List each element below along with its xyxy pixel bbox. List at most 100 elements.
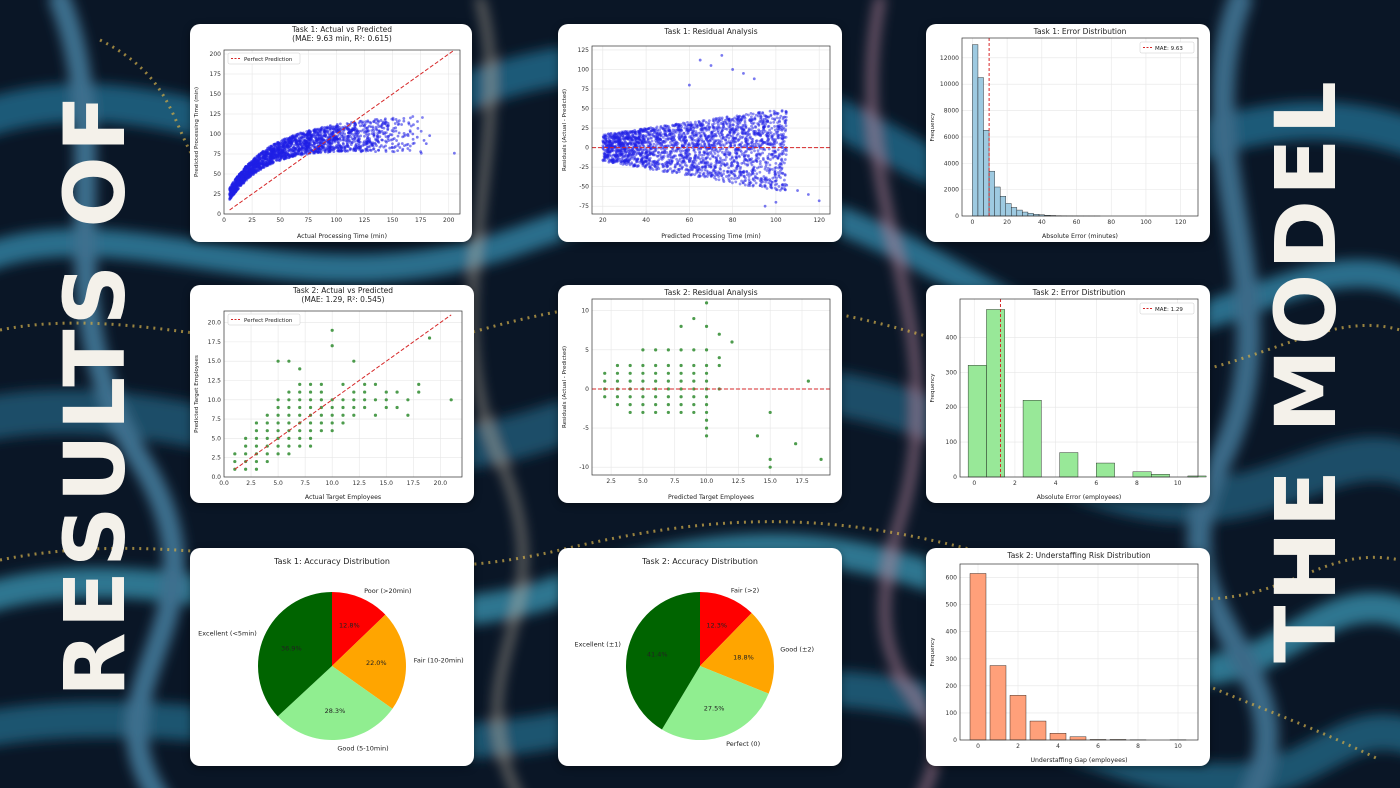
scatter-point <box>603 371 607 375</box>
x-tick-label: 75 <box>304 217 312 224</box>
scatter-point <box>341 138 345 142</box>
scatter-point <box>357 121 361 125</box>
scatter-point <box>392 137 396 140</box>
scatter-point <box>708 157 712 161</box>
scatter-point <box>733 174 737 178</box>
x-axis-label: Actual Target Employees <box>305 494 381 501</box>
scatter-point <box>734 140 738 144</box>
scatter-point <box>761 118 764 122</box>
x-axis-label: Absolute Error (minutes) <box>1042 233 1118 240</box>
scatter-point <box>300 137 304 141</box>
scatter-point <box>377 129 381 133</box>
scatter-point <box>761 111 765 115</box>
scatter-point <box>607 140 611 144</box>
scatter-point <box>273 148 277 152</box>
scatter-point <box>406 132 410 136</box>
y-tick-label: 17.5 <box>208 339 222 346</box>
scatter-point <box>637 131 640 135</box>
scatter-point <box>306 142 310 146</box>
scatter-point <box>650 160 654 164</box>
scatter-point <box>342 129 345 133</box>
scatter-point <box>316 132 320 136</box>
scatter-point <box>783 173 787 177</box>
scatter-point <box>725 122 729 126</box>
scatter-point <box>244 436 248 440</box>
scatter-point <box>775 116 779 120</box>
scatter-point <box>745 137 749 141</box>
scatter-point <box>709 139 712 143</box>
scatter-point <box>646 144 650 148</box>
y-tick-label: 10000 <box>940 81 959 88</box>
scatter-point <box>306 133 310 137</box>
chart-t2-avp: Task 2: Actual vs Predicted(MAE: 1.29, R… <box>194 286 463 501</box>
scatter-point <box>292 143 296 147</box>
scatter-point <box>735 152 739 156</box>
scatter-point <box>318 148 322 152</box>
scatter-point <box>777 173 781 177</box>
scatter-point <box>283 154 286 157</box>
scatter-point <box>778 142 782 146</box>
scatter-point <box>770 167 774 171</box>
scatter-point <box>697 155 700 159</box>
scatter-point <box>770 126 774 130</box>
scatter-point <box>644 135 648 139</box>
scatter-point <box>379 144 383 147</box>
scatter-point <box>291 153 295 157</box>
scatter-point <box>233 185 237 189</box>
scatter-point <box>611 157 615 161</box>
scatter-point <box>308 429 313 433</box>
scatter-point <box>747 113 750 117</box>
scatter-point <box>367 124 371 128</box>
scatter-point <box>763 204 767 208</box>
histogram-bar <box>994 186 1001 217</box>
scatter-point <box>634 158 638 162</box>
scatter-point <box>384 135 388 138</box>
scatter-point <box>335 146 338 149</box>
scatter-point <box>751 167 755 171</box>
scatter-point <box>274 152 278 156</box>
scatter-point <box>315 139 319 142</box>
scatter-point <box>331 131 335 135</box>
scatter-point <box>242 167 246 171</box>
scatter-point <box>335 122 339 126</box>
scatter-point <box>338 137 342 141</box>
scatter-point <box>717 356 721 360</box>
scatter-point <box>231 181 235 185</box>
scatter-point <box>396 123 400 127</box>
scatter-point <box>330 421 334 425</box>
scatter-point <box>769 113 773 117</box>
scatter-point <box>667 158 671 162</box>
legend-box <box>1139 41 1195 54</box>
scatter-point <box>253 165 257 169</box>
y-tick-label: 0 <box>217 211 221 218</box>
scatter-point <box>326 140 329 144</box>
scatter-point <box>257 153 261 156</box>
chart-title: Task 1: Residual Analysis <box>663 27 757 36</box>
scatter-point <box>368 148 372 152</box>
scatter-point <box>710 173 714 177</box>
scatter-point <box>316 134 320 138</box>
scatter-point <box>780 166 784 170</box>
scatter-point <box>352 359 356 363</box>
scatter-point <box>276 413 280 417</box>
scatter-point <box>740 161 744 165</box>
chart-subtitle: (MAE: 1.29, R²: 0.545) <box>301 295 384 304</box>
scatter-point <box>300 152 304 156</box>
scatter-point <box>727 119 731 122</box>
scatter-point <box>743 119 747 123</box>
scatter-point <box>672 142 676 146</box>
scatter-point <box>781 160 784 163</box>
scatter-point <box>719 131 723 135</box>
scatter-point <box>276 452 280 456</box>
scatter-point <box>377 148 381 152</box>
y-tick-label: 2.5 <box>211 455 221 462</box>
scatter-point <box>670 151 673 154</box>
scatter-point <box>768 179 772 183</box>
scatter-point <box>293 152 297 155</box>
scatter-point <box>288 149 291 153</box>
scatter-point <box>268 156 272 160</box>
scatter-point <box>407 122 411 126</box>
scatter-point <box>766 178 769 182</box>
scatter-point <box>713 152 717 155</box>
